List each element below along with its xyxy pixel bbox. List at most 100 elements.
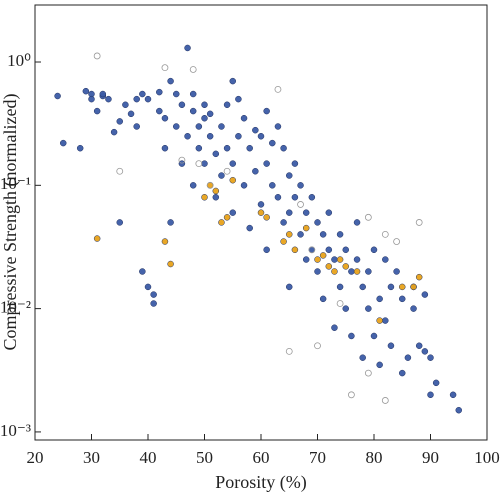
scatter-point: [178, 101, 186, 109]
x-tick-label: 70: [309, 448, 326, 467]
scatter-point: [54, 92, 61, 100]
scatter-point: [263, 214, 270, 221]
scatter-point: [93, 107, 101, 115]
scatter-point: [427, 391, 434, 399]
scatter-point: [189, 107, 197, 115]
scatter-point: [336, 256, 344, 263]
scatter-point: [212, 194, 220, 201]
scatter-point: [415, 219, 423, 226]
scatter-point: [280, 238, 287, 245]
y-axis-title: Compressive Strength (normalized): [0, 94, 21, 351]
scatter-point: [252, 126, 259, 134]
scatter-point: [184, 44, 191, 52]
x-tick-label: 30: [83, 448, 100, 467]
scatter-point: [331, 268, 338, 275]
scatter-point: [302, 224, 310, 232]
scatter-point: [173, 90, 180, 98]
scatter-point: [399, 369, 406, 377]
scatter-point: [229, 176, 236, 184]
scatter-point: [404, 354, 412, 361]
scatter-point: [167, 260, 174, 268]
scatter-point: [122, 101, 129, 109]
x-tick-label: 20: [27, 448, 44, 467]
scatter-point: [342, 246, 349, 254]
scatter-point: [206, 133, 214, 140]
scatter-point: [133, 95, 140, 103]
scatter-point: [269, 182, 276, 189]
scatter-point: [314, 342, 321, 350]
scatter-point: [365, 305, 372, 312]
scatter-point: [286, 283, 293, 291]
scatter-point: [399, 283, 406, 291]
scatter-point: [319, 231, 327, 238]
scatter-point: [314, 268, 321, 275]
scatter-point: [336, 283, 344, 291]
scatter-point: [314, 256, 321, 263]
scatter-point: [286, 231, 293, 238]
scatter-point: [240, 182, 248, 189]
scatter-point: [325, 263, 333, 270]
scatter-point: [218, 219, 225, 226]
scatter-point: [212, 150, 220, 158]
scatter-point: [432, 379, 440, 387]
scatter-point: [370, 332, 378, 340]
scatter-point: [167, 219, 174, 226]
scatter-point: [387, 283, 395, 291]
scatter-point: [336, 300, 344, 307]
scatter-point: [427, 354, 434, 361]
scatter-point: [297, 201, 304, 208]
scatter-point: [235, 95, 242, 103]
scatter-point: [178, 160, 186, 167]
scatter-point: [291, 246, 299, 254]
scatter-point: [167, 77, 174, 85]
scatter-point: [144, 95, 152, 103]
scatter-point: [257, 209, 265, 216]
scatter-point: [178, 156, 186, 164]
scatter-point: [60, 139, 67, 147]
scatter-point: [156, 107, 163, 115]
scatter-point: [201, 160, 208, 167]
y-tick-label: 10⁻¹: [0, 174, 31, 193]
scatter-point: [105, 95, 112, 103]
scatter-point: [331, 256, 338, 263]
scatter-point: [319, 252, 327, 259]
scatter-point: [364, 369, 372, 377]
scatter-point: [252, 168, 259, 175]
scatter-point: [201, 194, 208, 201]
scatter-point: [206, 110, 214, 118]
scatter-point: [353, 256, 361, 263]
scatter-point: [144, 283, 152, 291]
scatter-point: [201, 101, 208, 109]
scatter-point: [257, 201, 265, 208]
scatter-point: [212, 187, 220, 195]
scatter-point: [161, 64, 169, 72]
scatter-point: [218, 123, 225, 130]
x-tick-label: 80: [366, 448, 383, 467]
scatter-point: [336, 231, 344, 238]
scatter-point: [139, 90, 146, 98]
scatter-point: [88, 95, 95, 103]
scatter-point: [280, 144, 287, 152]
scatter-point: [218, 172, 225, 179]
scatter-point: [223, 101, 231, 109]
scatter-point: [393, 238, 401, 245]
scatter-point: [381, 397, 389, 404]
scatter-point: [421, 348, 429, 355]
scatter-point: [302, 209, 310, 216]
scatter-point: [286, 209, 293, 216]
scatter-point: [116, 219, 123, 226]
scatter-point: [150, 300, 157, 307]
scatter-point: [257, 133, 265, 140]
scatter-point: [161, 238, 169, 245]
scatter-point: [308, 246, 316, 254]
x-tick-label: 90: [422, 448, 439, 467]
scatter-point: [348, 332, 355, 340]
y-tick-label: 10⁻³: [0, 421, 31, 440]
scatter-point: [263, 246, 270, 254]
scatter-point: [359, 354, 366, 361]
scatter-point: [173, 123, 180, 130]
scatter-point: [223, 167, 231, 175]
scatter-point: [246, 144, 253, 152]
